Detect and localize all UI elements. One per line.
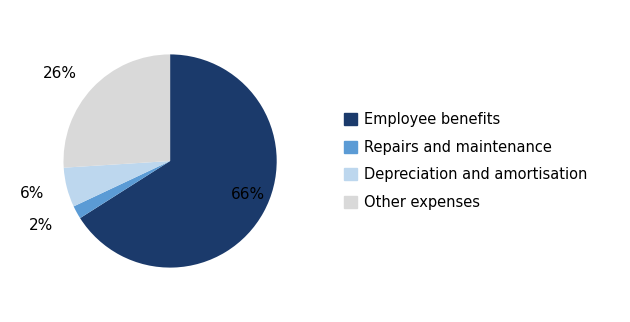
Wedge shape: [64, 54, 170, 168]
Wedge shape: [64, 161, 170, 206]
Text: 2%: 2%: [29, 218, 54, 233]
Text: 26%: 26%: [43, 66, 77, 81]
Wedge shape: [74, 161, 170, 218]
Wedge shape: [80, 54, 277, 268]
Text: 6%: 6%: [20, 186, 44, 201]
Legend: Employee benefits, Repairs and maintenance, Depreciation and amortisation, Other: Employee benefits, Repairs and maintenan…: [338, 107, 593, 215]
Text: 66%: 66%: [231, 187, 265, 202]
